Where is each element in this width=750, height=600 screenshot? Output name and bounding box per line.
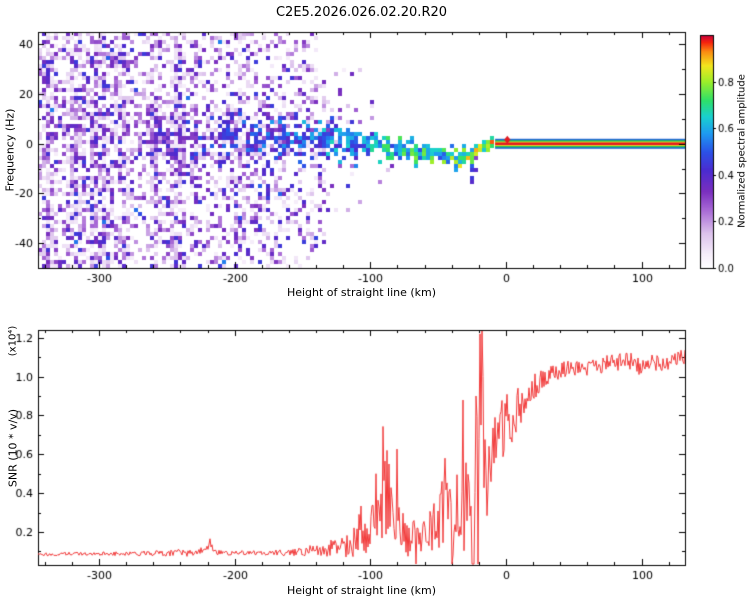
top-yaxis-label: Frequency (Hz) [3,108,17,192]
colorbar-label: Normalized spectral amplitude [736,74,748,228]
top-xaxis-label: Height of straight line (km) [286,286,437,299]
bottom-yaxis-scale-label: (x10⁴) [7,325,19,357]
bottom-xaxis-label: Height of straight line (km) [286,584,437,597]
bottom-yaxis-label: SNR (10 * v/v) [6,408,20,488]
chart-title: C2E5.2026.026.02.20.R20 [275,5,448,20]
